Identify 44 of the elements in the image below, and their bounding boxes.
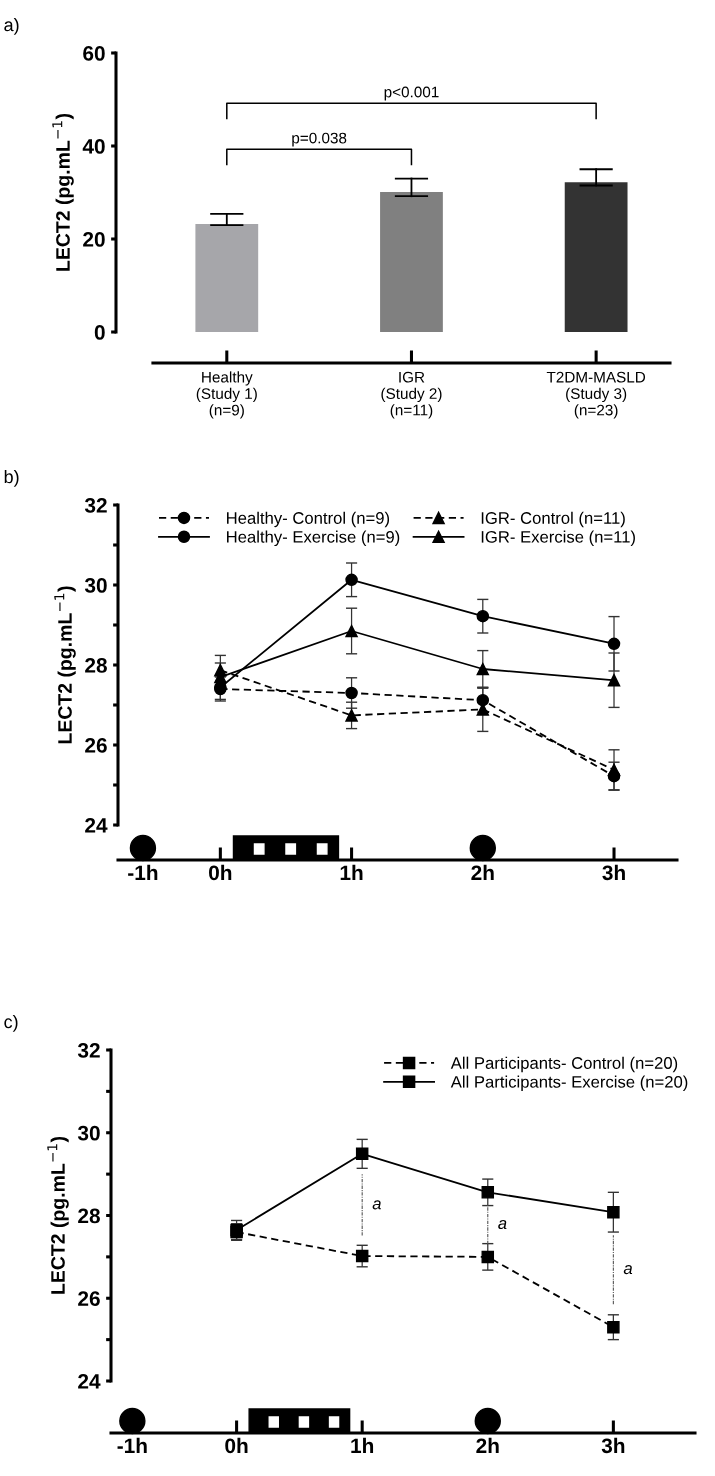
y-tick-label: 26 — [85, 738, 107, 753]
y-axis-title: LECT2 (pg.mL$^{−1}$) — [54, 586, 76, 744]
x-tick-label: -1h — [117, 1437, 147, 1453]
legend-label: IGR- Exercise (n=11) — [481, 530, 635, 547]
y-tick-label: 24 — [78, 1374, 101, 1389]
x-tick-label: 3h — [601, 1437, 625, 1454]
annotation: a — [372, 1200, 381, 1210]
y-tick-label: 24 — [85, 818, 108, 833]
annotation: p<0.001 — [384, 86, 439, 101]
y-tick-label: 26 — [78, 1291, 100, 1306]
x-tick-label: Healthy (Study 1) (n=9) — [196, 371, 257, 419]
y-tick-label: 28 — [85, 658, 107, 673]
x-tick-label: 3h — [602, 864, 625, 881]
y-tick-label: 32 — [84, 498, 107, 513]
y-tick-label: 30 — [77, 1125, 100, 1141]
chart-title: c) — [4, 1015, 18, 1032]
x-tick-label: 2h — [471, 864, 494, 880]
annotation: a — [498, 1219, 507, 1230]
annotation: p=0.038 — [292, 132, 347, 147]
x-tick-label: T2DM-MASLD (Study 3) (n=23) — [546, 371, 646, 419]
y-axis-title: LECT2 (pg.mL$^{−1}$) — [52, 113, 74, 271]
annotation: a — [623, 1265, 633, 1275]
chart-title: b) — [4, 470, 19, 487]
y-tick-label: 60 — [83, 46, 105, 61]
x-tick-label: 2h — [476, 1437, 499, 1453]
y-tick-label: 40 — [82, 139, 105, 154]
y-tick-label: 20 — [83, 232, 105, 247]
y-tick-label: 28 — [78, 1208, 100, 1224]
x-tick-label: 1h — [340, 864, 363, 880]
x-tick-label: IGR (Study 2) (n=11) — [381, 371, 442, 419]
legend-label: IGR- Control (n=11) — [481, 511, 625, 528]
legend-label: Healthy- Control (n=9) — [227, 511, 390, 528]
y-tick-label: 30 — [84, 578, 107, 593]
y-axis-title: LECT2 (pg.mL$^{−1}$) — [47, 1136, 69, 1294]
text: a) — [4, 18, 19, 35]
legend-label: All Participants- Exercise (n=20) — [450, 1075, 688, 1092]
x-tick-label: -1h — [128, 864, 158, 880]
x-tick-label: 0h — [225, 1437, 248, 1454]
y-tick-label: 32 — [77, 1043, 100, 1058]
x-tick-label: 0h — [209, 864, 232, 881]
legend-label: Healthy- Exercise (n=9) — [227, 530, 400, 547]
x-tick-label: 1h — [351, 1437, 374, 1453]
y-tick-label: 0 — [94, 325, 105, 340]
legend-label: All Participants- Control (n=20) — [450, 1056, 678, 1073]
